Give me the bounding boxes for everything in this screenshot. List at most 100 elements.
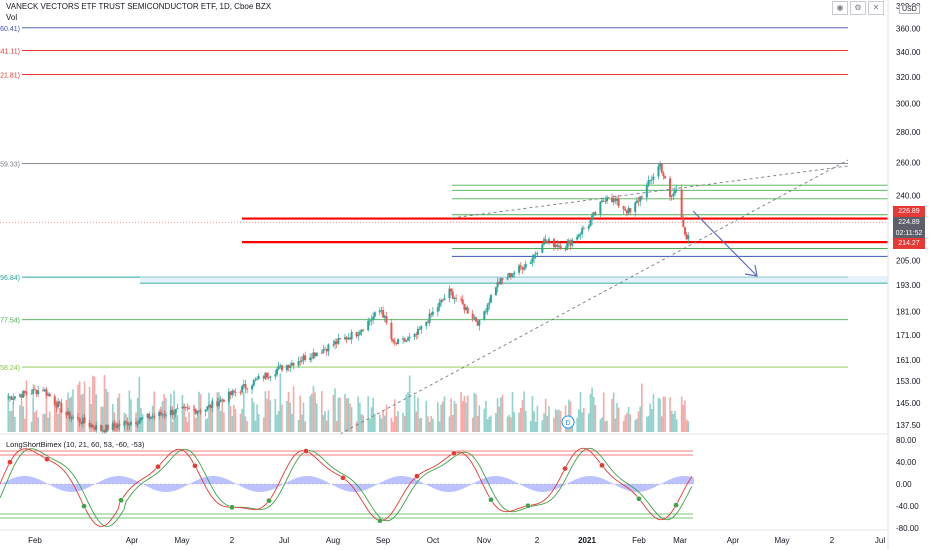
candle-body xyxy=(494,287,497,296)
candle-body xyxy=(289,365,292,369)
candle-body xyxy=(139,417,142,421)
price-label-last: 224.89 xyxy=(893,217,925,228)
candle-body xyxy=(76,417,79,419)
oscillator-histogram-bar xyxy=(242,484,244,488)
candle-body xyxy=(37,390,40,395)
volume-bar xyxy=(92,375,94,432)
price-tick-label: 340.00 xyxy=(896,48,921,57)
candle-body xyxy=(83,417,86,423)
volume-bar xyxy=(592,396,595,432)
eye-icon[interactable]: ◉ xyxy=(832,1,848,15)
oscillator-histogram-bar xyxy=(420,481,422,484)
volume-bar xyxy=(604,421,607,432)
candle-body xyxy=(625,210,628,214)
candle-body xyxy=(88,422,91,427)
oscillator-histogram-bar xyxy=(634,484,636,492)
candle-body xyxy=(362,329,365,331)
candle-body xyxy=(169,409,172,416)
volume-bar xyxy=(369,418,371,432)
oscillator-histogram-bar xyxy=(24,476,26,484)
oscillator-histogram-bar xyxy=(592,476,594,484)
candle-body xyxy=(498,282,501,285)
oscillator-histogram-bar xyxy=(32,477,34,484)
candle-body xyxy=(297,361,300,366)
volume-bar xyxy=(183,404,185,432)
candle-body xyxy=(592,212,595,216)
candle-body xyxy=(674,190,677,194)
volume-bar xyxy=(380,418,383,432)
chart-title: VANECK VECTORS ETF TRUST SEMICONDUCTOR E… xyxy=(6,2,272,11)
volume-bar xyxy=(473,392,476,432)
candle-body xyxy=(635,200,638,203)
oscillator-histogram-bar xyxy=(100,481,102,484)
oscillator-histogram-bar xyxy=(150,484,152,489)
oscillator-histogram-bar xyxy=(386,479,388,484)
volume-bar xyxy=(488,416,491,432)
candle-body xyxy=(183,406,186,408)
oscillator-histogram-bar xyxy=(220,477,222,484)
candle-body xyxy=(149,417,152,419)
price-tick-label: 240.00 xyxy=(896,191,921,200)
header-controls: ◉ ⚙ ✕ xyxy=(832,1,884,15)
oscillator-histogram-bar xyxy=(348,484,350,492)
oscillator-histogram-bar xyxy=(36,478,38,484)
oscillator-histogram-bar xyxy=(364,484,366,491)
oscillator-histogram-bar xyxy=(504,477,506,484)
candle-body xyxy=(358,332,361,335)
candle-body xyxy=(45,389,48,396)
oscillator-histogram-bar xyxy=(650,484,652,489)
oscillator-histogram-bar xyxy=(54,484,56,488)
candle-body xyxy=(639,196,642,202)
candle-body xyxy=(135,422,137,424)
oscillator-histogram-bar xyxy=(200,478,202,484)
candle-body xyxy=(33,389,36,391)
oscillator-histogram-bar xyxy=(434,484,436,489)
candle-body xyxy=(164,415,167,416)
settings-icon[interactable]: ⚙ xyxy=(850,1,866,15)
oscillator-histogram-bar xyxy=(222,477,224,484)
oscillator-histogram-bar xyxy=(584,476,586,484)
oscillator-histogram-bar xyxy=(316,477,318,484)
oscillator-histogram-bar xyxy=(646,484,648,491)
oscillator-histogram-bar xyxy=(118,476,120,484)
volume-bar xyxy=(578,409,580,432)
time-tick-label: Feb xyxy=(28,536,42,545)
candle-body xyxy=(322,349,325,354)
volume-bar xyxy=(314,392,316,432)
candle-body xyxy=(546,241,549,243)
time-tick-label: Jul xyxy=(279,536,289,545)
volume-bar xyxy=(420,417,423,432)
oscillator-histogram-bar xyxy=(640,484,642,492)
volume-bar xyxy=(544,398,547,432)
volume-bar xyxy=(107,391,109,432)
price-tick-label: 181.00 xyxy=(896,308,921,317)
close-icon[interactable]: ✕ xyxy=(868,1,884,15)
oscillator-histogram-bar xyxy=(228,480,230,484)
candle-body xyxy=(685,234,688,240)
oscillator-histogram-bar xyxy=(436,484,438,490)
candle-body xyxy=(300,360,303,362)
candle-body xyxy=(615,198,618,201)
candle-body xyxy=(221,399,224,401)
candle-body xyxy=(496,282,499,288)
volume-bar xyxy=(160,406,162,432)
candle-body xyxy=(594,212,597,215)
candle-body xyxy=(599,202,602,215)
candle-body xyxy=(431,311,434,315)
candle-body xyxy=(123,421,126,426)
candle-body xyxy=(115,426,118,428)
volume-bar xyxy=(175,413,177,432)
volume-bar xyxy=(350,407,353,432)
volume-bar xyxy=(536,405,539,432)
volume-bar xyxy=(130,399,132,432)
currency-badge[interactable]: USD xyxy=(899,5,920,14)
indicator-tick-label: 80.00 xyxy=(896,436,917,445)
volume-bar xyxy=(392,421,394,432)
volume-bar xyxy=(624,415,627,432)
candle-body xyxy=(670,196,673,197)
projection-arrow xyxy=(692,210,758,277)
volume-bar xyxy=(438,421,441,432)
oscillator-histogram-bar xyxy=(166,484,168,492)
candle-body xyxy=(392,339,395,342)
